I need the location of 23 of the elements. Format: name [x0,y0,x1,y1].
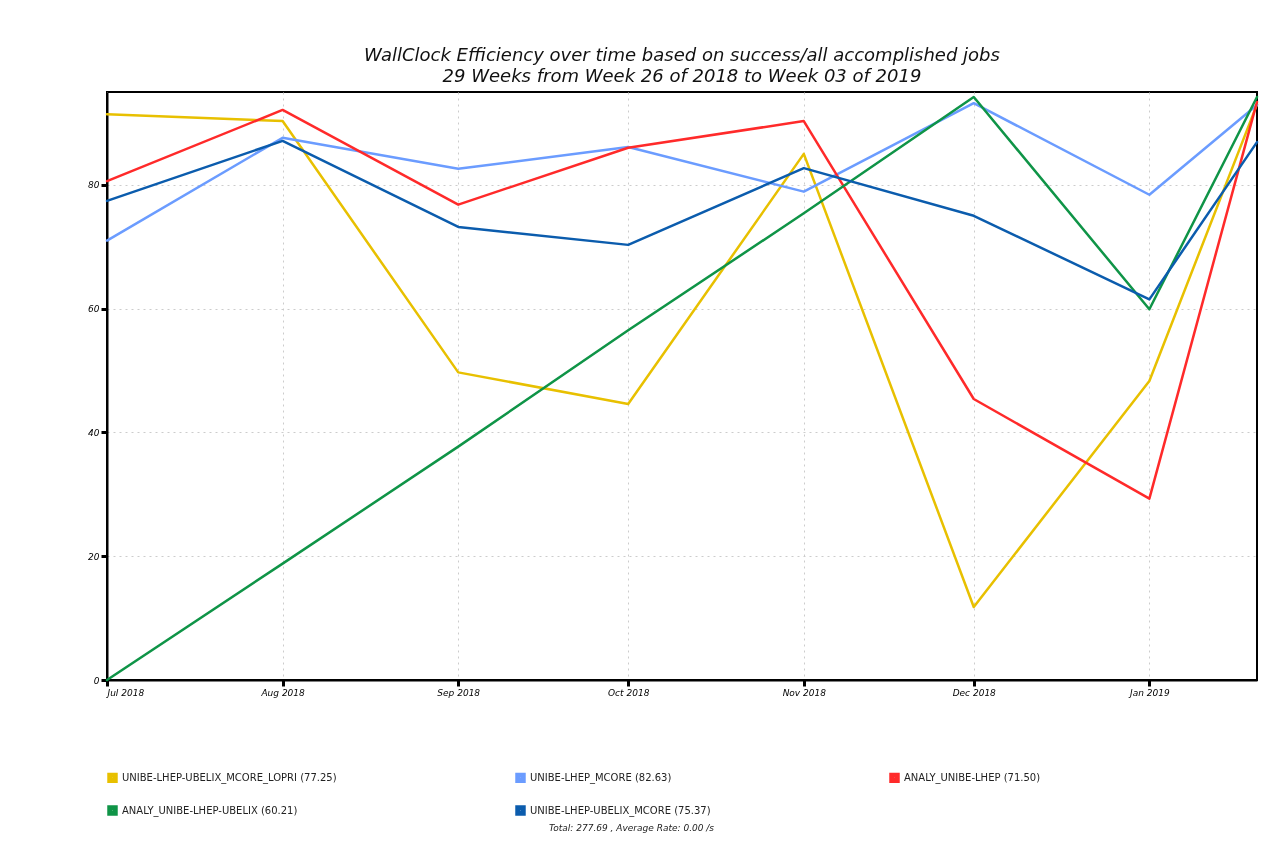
y-tick-label: 20 [88,551,100,562]
text: Total: 277.69 , Average Rate: 0.00 /s [547,823,716,833]
y-tick-label: 40 [88,427,100,438]
x-tick-label: Aug 2018 [260,687,306,698]
y-tick-label: 0 [93,675,100,686]
legend-label: UNIBE-LHEP-UBELIX_MCORE (75.37) [530,804,711,817]
y-tick-label: 80 [88,180,100,191]
line-series [105,139,1259,301]
x-tick-label: Sep 2018 [437,687,481,698]
legend-label: ANALY_UNIBE-LHEP-UBELIX (60.21) [122,804,298,817]
x-tick-label: Nov 2018 [782,687,827,698]
x-tick-label: Oct 2018 [608,687,650,698]
legend-label: UNIBE-LHEP-UBELIX_MCORE_LOPRI (77.25) [122,771,337,784]
chart-title: WallClock Efficiency over time based on success/all accomplished jobs [364,44,1000,65]
x-tick-label: Jul 2018 [105,687,145,698]
legend-label: ANALY_UNIBE-LHEP (71.50) [904,771,1041,784]
x-tick-label: Dec 2018 [952,687,997,698]
legend-label: UNIBE-LHEP_MCORE (82.63) [530,771,672,784]
chart-subtitle: 29 Weeks from Week 26 of 2018 to Week 03 of 2019 [442,65,922,86]
y-tick-label: 60 [88,304,100,315]
line-series [105,100,1259,500]
line-series [105,101,1259,242]
x-tick-label: Jan 2019 [1128,687,1170,698]
